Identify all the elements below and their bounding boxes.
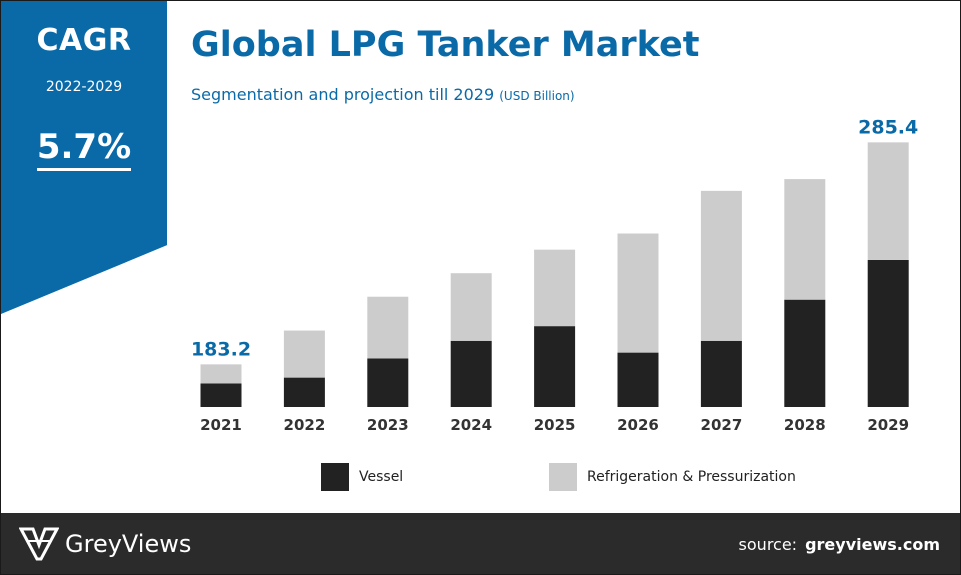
legend-label: Refrigeration & Pressurization <box>587 469 796 485</box>
legend-swatch <box>549 463 577 491</box>
bar-refrigeration-2023 <box>367 296 409 359</box>
cagr-value: 5.7% <box>1 127 167 171</box>
bar-vessel-2025 <box>534 326 576 407</box>
cagr-years: 2022-2029 <box>45 79 123 95</box>
source-label: source: <box>738 535 798 554</box>
legend-swatch <box>321 463 349 491</box>
stacked-bar-chart: 183.2 2021 2022 2023 2024 2025 2026 2027 2028 285… <box>191 116 918 434</box>
bar-refrigeration-2028 <box>784 179 826 300</box>
data-label-2029: 285.4 <box>858 116 918 138</box>
x-tick-label-2025: 2025 <box>534 416 576 434</box>
greyviews-logo-icon <box>19 527 59 561</box>
legend-label: Vessel <box>359 469 404 485</box>
x-tick-label-2021: 2021 <box>200 416 242 434</box>
legend-item-vessel: Vessel <box>321 463 403 491</box>
brand-name: GreyViews <box>65 530 192 558</box>
brand-logo: GreyViews <box>19 527 191 561</box>
bar-vessel-2026 <box>617 352 659 407</box>
source-site: greyviews.com <box>805 535 940 554</box>
subtitle-unit: (USD Billion) <box>499 89 575 103</box>
legend-item-refrigeration: Refrigeration & Pressurization <box>549 463 796 491</box>
x-tick-label-2024: 2024 <box>450 416 492 434</box>
cagr-panel: CAGR 2022-2029 5.7% <box>1 1 167 314</box>
chart-title: Global LPG Tanker Market <box>191 25 700 65</box>
bar-refrigeration-2021 <box>200 364 242 384</box>
bar-refrigeration-2026 <box>617 233 659 353</box>
x-tick-label-2029: 2029 <box>867 416 909 434</box>
x-tick-label-2027: 2027 <box>701 416 743 434</box>
subtitle-text: Segmentation and projection till 2029 <box>191 85 495 104</box>
x-tick-label-2023: 2023 <box>367 416 409 434</box>
chart-subtitle: Segmentation and projection till 2029 (U… <box>191 85 575 104</box>
bar-vessel-2023 <box>367 358 409 407</box>
bar-vessel-2021 <box>200 383 242 407</box>
bar-refrigeration-2025 <box>534 249 576 327</box>
bar-refrigeration-2024 <box>450 273 492 341</box>
x-tick-label-2022: 2022 <box>284 416 326 434</box>
footer-bar: GreyViews source: greyviews.com <box>1 513 960 574</box>
x-tick-label-2028: 2028 <box>784 416 826 434</box>
data-label-2021: 183.2 <box>191 338 251 360</box>
bar-vessel-2024 <box>450 340 492 407</box>
bar-refrigeration-2022 <box>283 330 325 378</box>
bar-refrigeration-2027 <box>700 190 742 341</box>
x-tick-label-2026: 2026 <box>617 416 659 434</box>
source-credit: source: greyviews.com <box>739 535 940 554</box>
bar-vessel-2027 <box>700 340 742 407</box>
cagr-value-text: 5.7% <box>36 127 132 171</box>
bar-refrigeration-2029 <box>867 142 909 260</box>
cagr-label: CAGR <box>36 23 132 58</box>
bar-vessel-2028 <box>784 299 826 407</box>
bar-vessel-2022 <box>283 377 325 407</box>
bar-vessel-2029 <box>867 259 909 407</box>
